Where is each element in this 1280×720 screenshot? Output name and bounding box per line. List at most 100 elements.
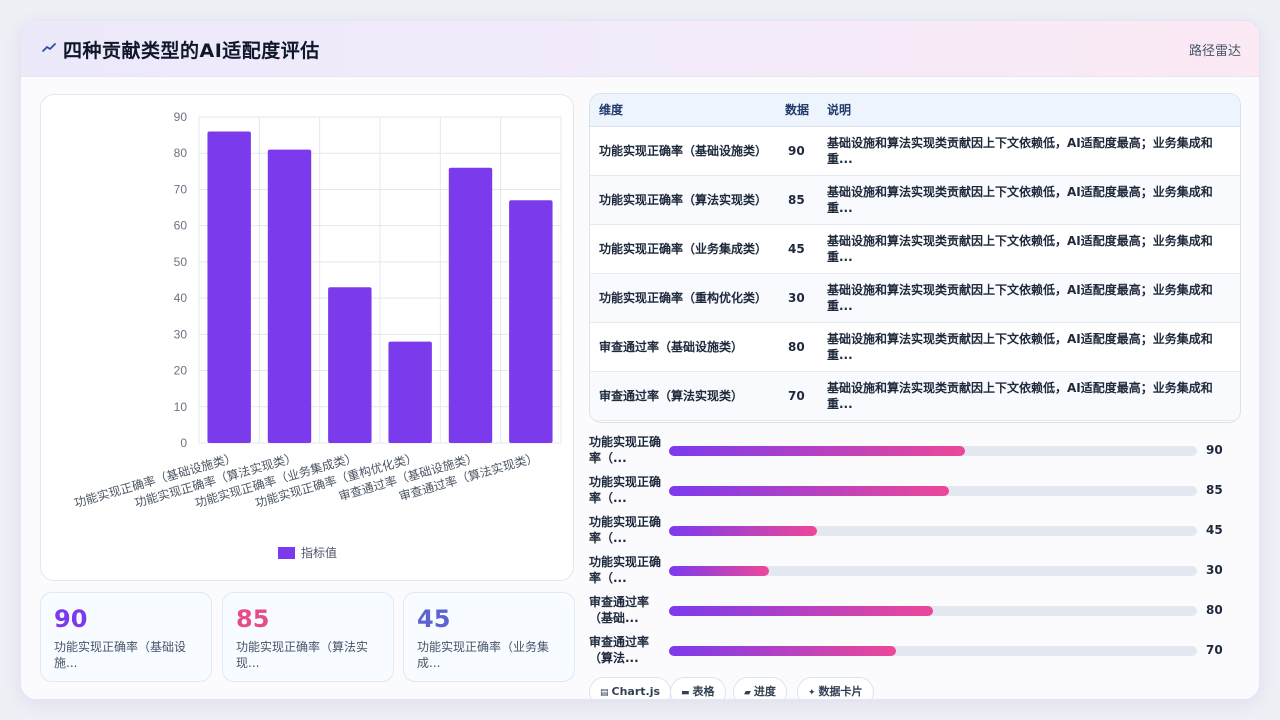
progress-row: 功能实现正确率（... 90 <box>589 434 1229 470</box>
progress-track <box>669 486 1197 496</box>
cell-dimension: 审查通过率（基础设施类） <box>590 322 776 372</box>
progress-track <box>669 646 1197 656</box>
stat-card: 45 功能实现正确率（业务集成... <box>403 592 575 682</box>
bar <box>207 131 251 443</box>
progress-track <box>669 566 1197 576</box>
y-tick-label: 60 <box>174 219 188 233</box>
progress-track <box>669 446 1197 456</box>
progress-label: 审查通过率（算法... <box>589 635 650 665</box>
bar <box>509 200 553 443</box>
trend-icon <box>42 43 56 52</box>
chip-table[interactable]: ▬ 表格 <box>670 677 726 699</box>
y-tick-label: 40 <box>174 291 188 305</box>
bar <box>328 287 372 443</box>
stat-value: 45 <box>417 605 451 633</box>
cell-description: 基础设施和算法实现类贡献因上下文依赖低，AI适配度最高；业务集成和重... <box>818 224 1240 274</box>
progress-label: 功能实现正确率（... <box>589 515 662 545</box>
chip-label: 表格 <box>692 685 715 698</box>
table-row: 审查通过率（算法实现类） 70 基础设施和算法实现类贡献因上下文依赖低，AI适配… <box>590 371 1240 421</box>
cell-dimension: 功能实现正确率（基础设施类） <box>590 126 776 176</box>
chip-chartjs[interactable]: ▤ Chart.js <box>589 677 672 699</box>
cell-value: 85 <box>776 175 818 225</box>
stat-label: 功能实现正确率（基础设施... <box>54 640 187 670</box>
y-tick-label: 30 <box>174 327 188 341</box>
cell-description: 基础设施和算法实现类贡献因上下文依赖低，AI适配度最高；业务集成和重... <box>818 371 1240 421</box>
data-table-card: 维度 数据 说明 功能实现正确率（基础设施类） 90 基础设施和算法实现类贡献因… <box>589 93 1241 423</box>
cell-value: 70 <box>776 371 818 421</box>
chip-progress[interactable]: ▰ 进度 <box>733 677 787 699</box>
progress-row: 功能实现正确率（... 85 <box>589 474 1229 510</box>
cell-description: 基础设施和算法实现类贡献因上下文依赖低，AI适配度最高；业务集成和重... <box>818 273 1240 323</box>
progress-fill <box>669 646 897 656</box>
y-tick-label: 10 <box>174 400 188 414</box>
progress-fill <box>669 446 965 456</box>
table-icon: ▬ <box>681 688 690 698</box>
progress-label: 审查通过率（基础... <box>589 595 650 625</box>
sparkle-icon: ✦ <box>808 688 816 698</box>
column-header: 维度 <box>590 94 776 127</box>
stat-value: 85 <box>236 605 270 633</box>
table-row: 功能实现正确率（基础设施类） 90 基础设施和算法实现类贡献因上下文依赖低，AI… <box>590 126 1240 176</box>
progress-value: 45 <box>1206 523 1223 537</box>
cell-description: 基础设施和算法实现类贡献因上下文依赖低，AI适配度最高；业务集成和重... <box>818 126 1240 176</box>
stat-label: 功能实现正确率（算法实现... <box>236 640 369 670</box>
cell-dimension: 功能实现正确率（业务集成类） <box>590 224 776 274</box>
stat-card: 90 功能实现正确率（基础设施... <box>40 592 212 682</box>
column-header: 数据 <box>776 94 818 127</box>
progress-label: 功能实现正确率（... <box>589 555 662 585</box>
progress-fill <box>669 526 817 536</box>
progress-value: 70 <box>1206 643 1223 657</box>
cell-dimension: 审查通过率（算法实现类） <box>590 371 776 421</box>
cell-value: 90 <box>776 126 818 176</box>
cell-value: 30 <box>776 273 818 323</box>
progress-icon: ▰ <box>744 688 751 698</box>
progress-track <box>669 606 1197 616</box>
cell-description: 基础设施和算法实现类贡献因上下文依赖低，AI适配度最高；业务集成和重... <box>818 175 1240 225</box>
y-tick-label: 80 <box>174 146 188 160</box>
stat-label: 功能实现正确率（业务集成... <box>417 640 550 670</box>
chip-data-cards[interactable]: ✦ 数据卡片 <box>797 677 874 699</box>
progress-row: 功能实现正确率（... 30 <box>589 554 1229 590</box>
bar-chart-card: 0 10 20 30 40 50 60 70 80 90 功能实现正确率（基础设施类） 功能实现正确率… <box>40 94 574 581</box>
table-row: 功能实现正确率（重构优化类） 30 基础设施和算法实现类贡献因上下文依赖低，AI… <box>590 273 1240 323</box>
progress-row: 审查通过率（基础... 80 <box>589 594 1229 630</box>
progress-value: 80 <box>1206 603 1223 617</box>
legend-swatch <box>278 547 295 559</box>
chip-label: 数据卡片 <box>818 685 863 698</box>
progress-fill <box>669 566 770 576</box>
cell-dimension: 功能实现正确率（重构优化类） <box>590 273 776 323</box>
progress-value: 90 <box>1206 443 1223 457</box>
stat-value: 90 <box>54 605 88 633</box>
page-title: 四种贡献类型的AI适配度评估 <box>63 40 320 62</box>
bar <box>448 167 493 443</box>
y-tick-label: 0 <box>180 436 187 450</box>
progress-track <box>669 526 1197 536</box>
progress-fill <box>669 606 933 616</box>
cell-value: 80 <box>776 322 818 372</box>
chart-icon: ▤ <box>600 688 609 698</box>
table-header-row: 维度 数据 说明 <box>590 94 1240 127</box>
y-tick-label: 70 <box>174 182 188 196</box>
legend-label: 指标值 <box>301 545 337 560</box>
chip-label: 进度 <box>753 685 776 698</box>
progress-value: 30 <box>1206 563 1223 577</box>
bar <box>388 341 432 443</box>
cell-description: 基础设施和算法实现类贡献因上下文依赖低，AI适配度最高；业务集成和重... <box>818 322 1240 372</box>
y-tick-label: 90 <box>174 110 188 124</box>
dashboard-panel: 四种贡献类型的AI适配度评估 路径雷达 0 10 20 30 40 50 60 70 80 90 功… <box>20 20 1260 700</box>
progress-label: 功能实现正确率（... <box>589 475 662 505</box>
cell-dimension: 功能实现正确率（算法实现类） <box>590 175 776 225</box>
progress-value: 85 <box>1206 483 1223 497</box>
table-row: 功能实现正确率（业务集成类） 45 基础设施和算法实现类贡献因上下文依赖低，AI… <box>590 224 1240 274</box>
cell-value: 45 <box>776 224 818 274</box>
bar <box>267 149 312 443</box>
page-header: 四种贡献类型的AI适配度评估 路径雷达 <box>21 21 1259 77</box>
y-tick-label: 50 <box>174 255 188 269</box>
progress-row: 功能实现正确率（... 45 <box>589 514 1229 550</box>
data-table: 维度 数据 说明 功能实现正确率（基础设施类） 90 基础设施和算法实现类贡献因… <box>590 94 1240 421</box>
bar-chart: 0102030405060708090功能实现正确率（基础设施类）功能实现正确率… <box>72 110 562 560</box>
header-tag: 路径雷达 <box>1188 44 1241 59</box>
y-tick-label: 20 <box>174 364 188 378</box>
progress-fill <box>669 486 949 496</box>
progress-row: 审查通过率（算法... 70 <box>589 634 1229 670</box>
